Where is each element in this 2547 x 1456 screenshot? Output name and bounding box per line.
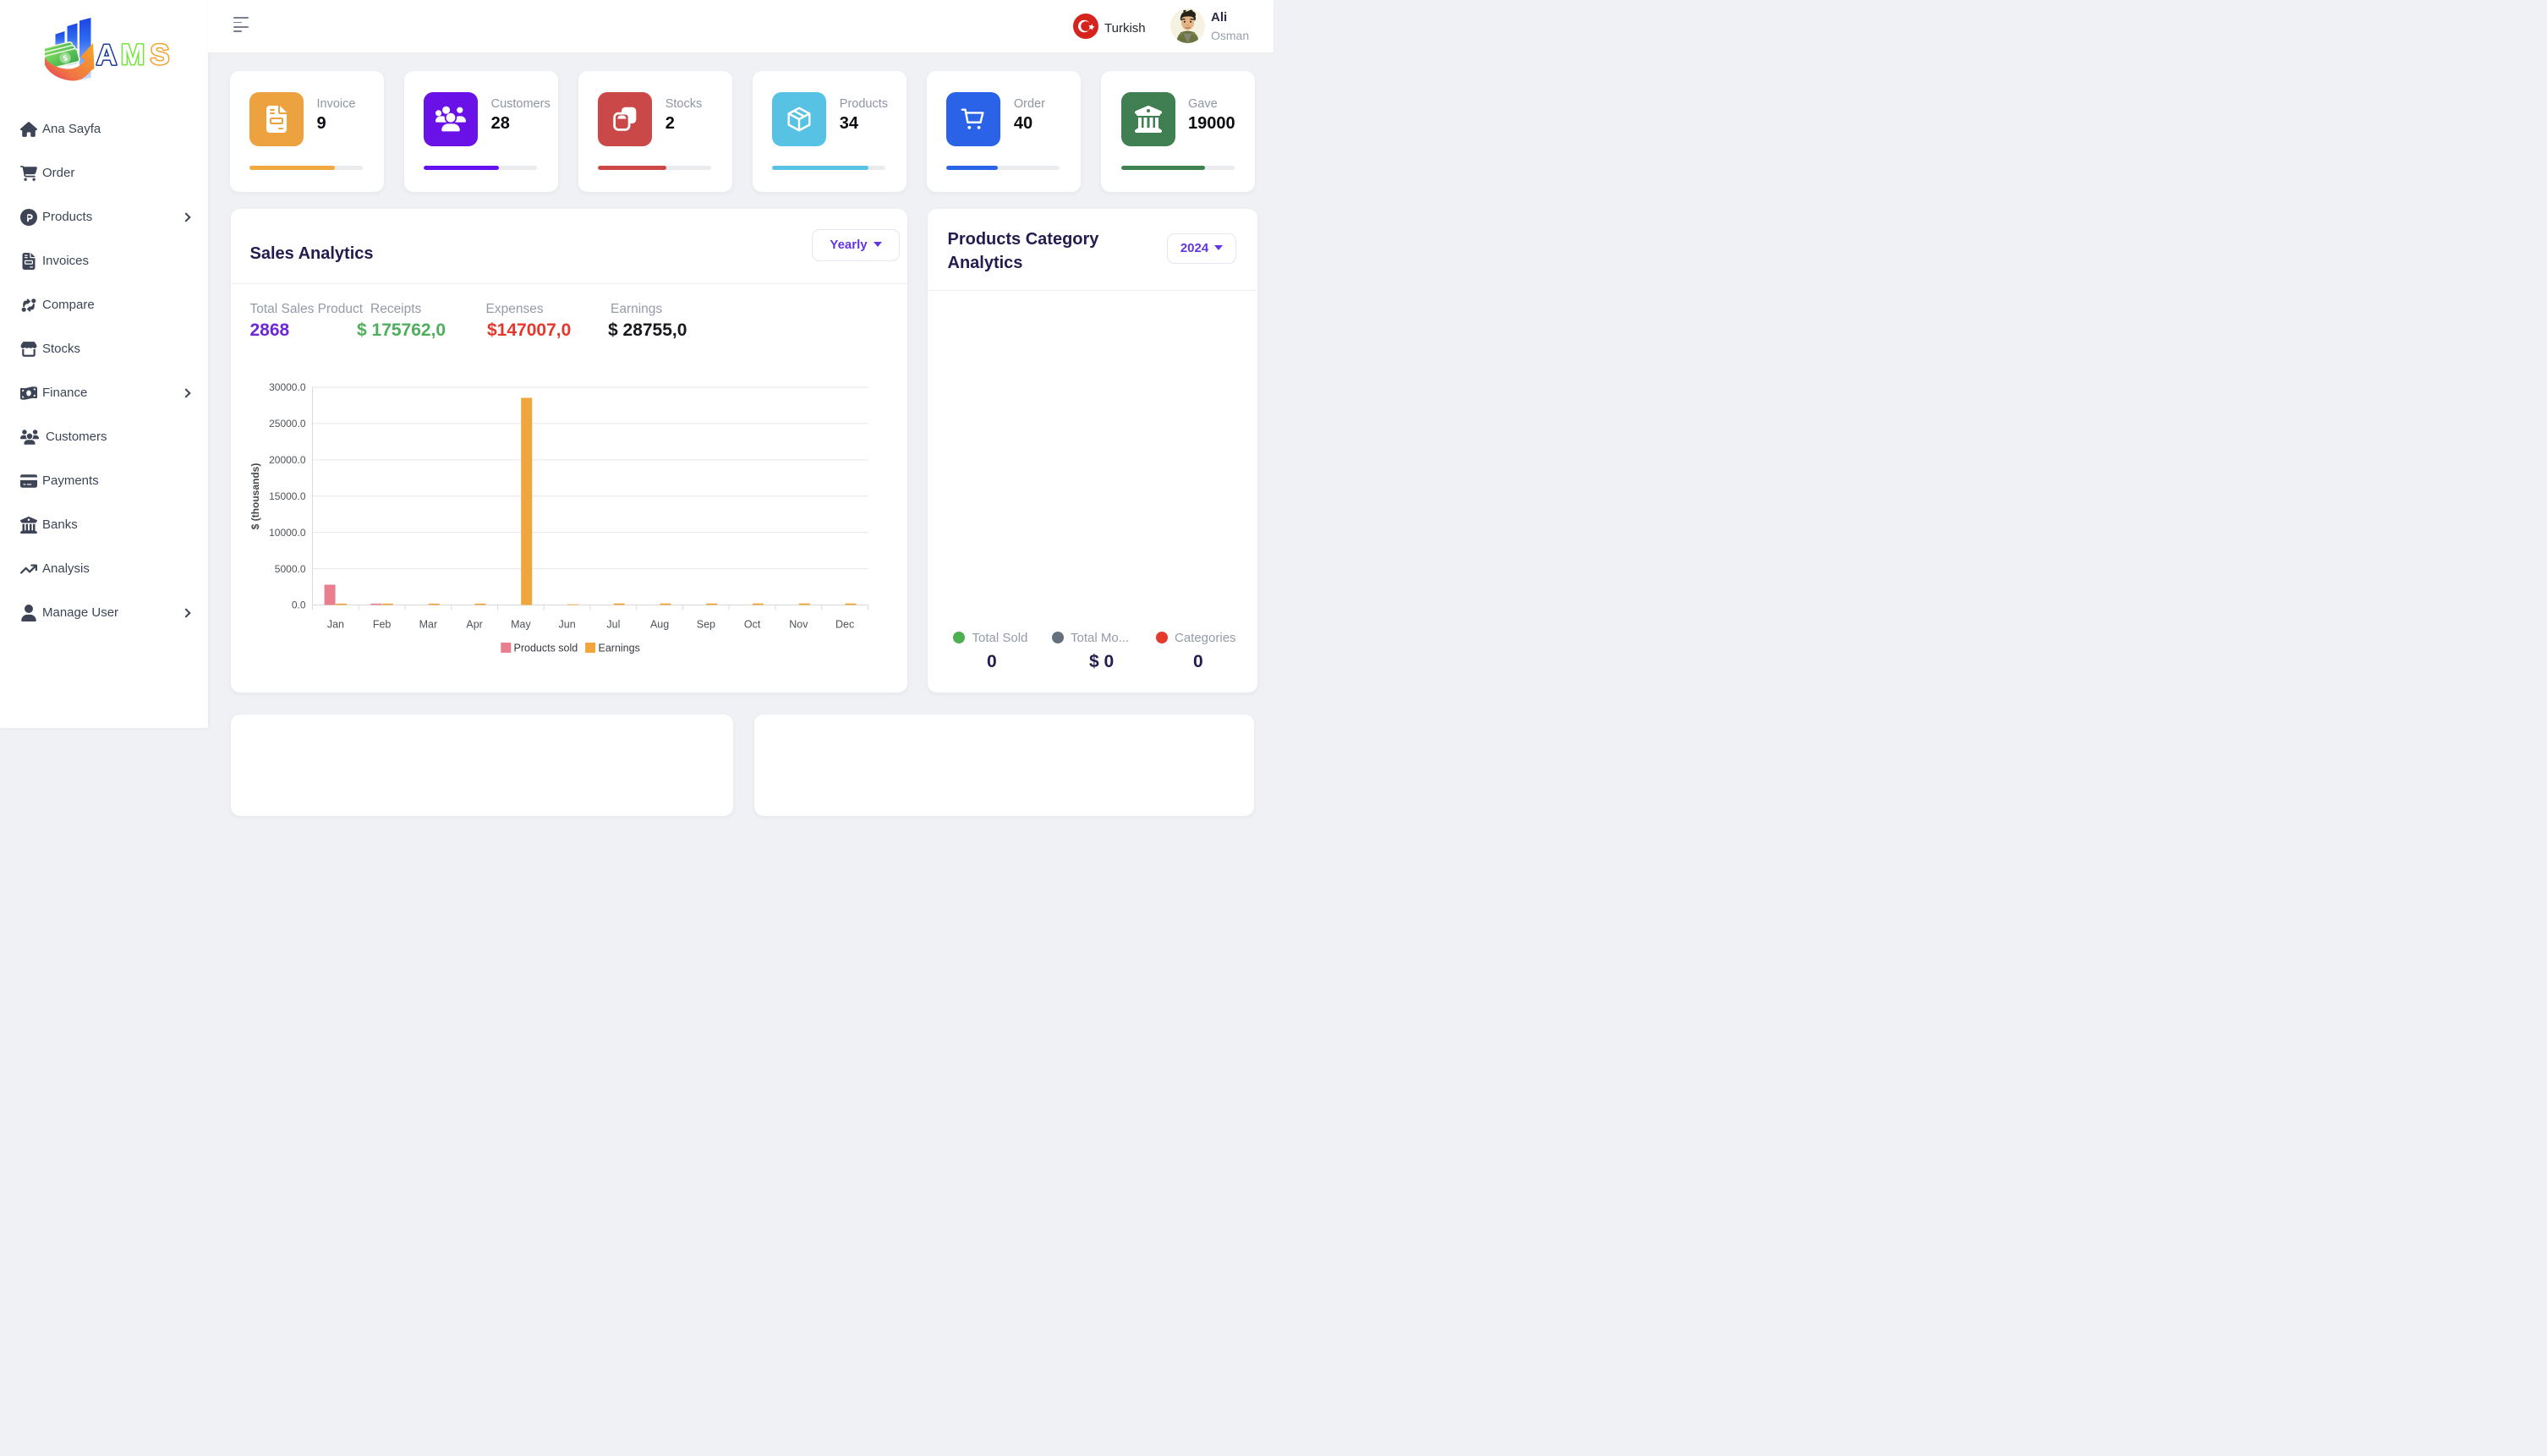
svg-text:25000.0: 25000.0 <box>269 418 306 430</box>
svg-text:May: May <box>511 618 531 630</box>
svg-text:Jul: Jul <box>606 618 620 630</box>
svg-text:Earnings: Earnings <box>599 642 640 654</box>
svg-text:Jun: Jun <box>559 618 576 630</box>
svg-text:S: S <box>151 39 170 71</box>
svg-text:20000.0: 20000.0 <box>269 454 306 466</box>
svg-text:Feb: Feb <box>373 618 392 630</box>
svg-text:15000.0: 15000.0 <box>269 490 306 501</box>
svg-text:30000.0: 30000.0 <box>269 381 306 393</box>
svg-text:$: $ <box>62 53 68 63</box>
svg-text:10000.0: 10000.0 <box>269 526 306 538</box>
svg-text:Oct: Oct <box>744 618 761 630</box>
svg-text:Sep: Sep <box>697 618 715 630</box>
svg-text:0.0: 0.0 <box>292 599 306 610</box>
svg-text:5000.0: 5000.0 <box>275 562 306 574</box>
svg-text:$ (thousands): $ (thousands) <box>249 463 261 529</box>
svg-text:A: A <box>96 40 118 72</box>
svg-text:Aug: Aug <box>650 618 669 630</box>
svg-text:Apr: Apr <box>466 618 482 630</box>
svg-text:Products sold: Products sold <box>514 642 578 654</box>
svg-text:Jan: Jan <box>327 618 344 630</box>
svg-text:Mar: Mar <box>419 618 438 630</box>
svg-text:M: M <box>121 39 145 71</box>
svg-text:Nov: Nov <box>789 618 808 630</box>
svg-text:Dec: Dec <box>835 618 854 630</box>
